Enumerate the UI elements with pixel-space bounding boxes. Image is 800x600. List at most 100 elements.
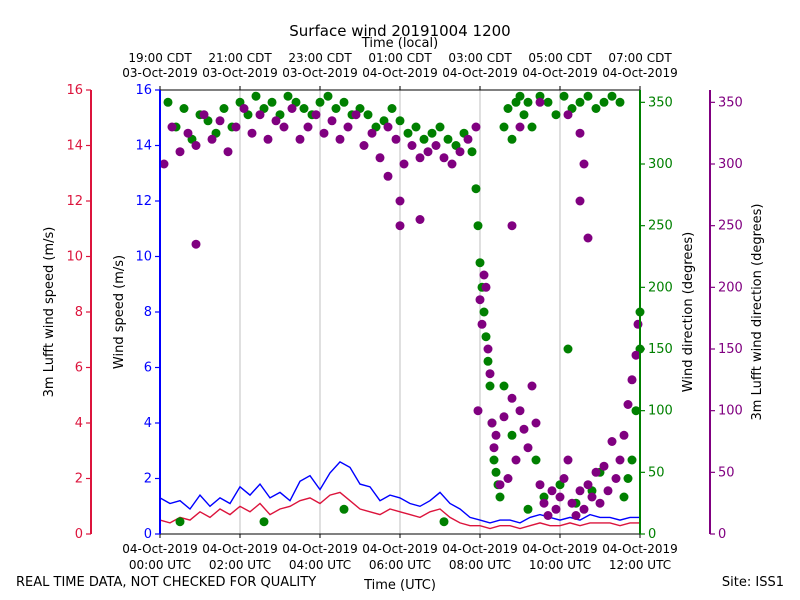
3m-lufft-wind-direction-point-49 (487, 418, 497, 428)
3m-lufft-wind-direction-point-76 (591, 467, 601, 477)
wind-direction-point-86 (563, 344, 573, 354)
3m-lufft-wind-direction-point-32 (399, 159, 409, 169)
lufft-direction-tick-label-7: 350 (718, 95, 743, 110)
wind-direction-point-61 (543, 97, 553, 107)
3m-lufft-wind-direction-point-24 (351, 110, 361, 120)
wind-direction-point-31 (411, 122, 421, 132)
wind-direction-point-56 (515, 91, 525, 101)
3m-lufft-wind-direction-point-88 (515, 122, 525, 132)
3m-lufft-wind-direction-point-48 (485, 369, 495, 379)
wind-direction-tick-label-0: 0 (648, 527, 656, 542)
x-tick-label-local-time-1: 21:00 CDT (208, 51, 272, 65)
3m-lufft-wind-direction-point-87 (633, 319, 643, 329)
3m-lufft-wind-direction-point-25 (359, 141, 369, 150)
wind-speed-tick-label-0: 0 (144, 527, 152, 542)
3m-lufft-wind-direction-point-8 (223, 147, 233, 157)
wind-direction-point-77 (523, 504, 533, 514)
3m-lufft-wind-direction-point-4 (191, 141, 201, 150)
3m-lufft-wind-direction-point-52 (495, 480, 505, 490)
x-tick-label-local-date-3: 04-Oct-2019 (362, 66, 438, 80)
x-axis-utc: 04-Oct-2019 00:00 UTC 04-Oct-2019 02:00 UTC… (122, 534, 678, 572)
wind-speed-tick-label-5: 10 (135, 250, 152, 265)
wind-direction-tick-label-1: 50 (648, 465, 665, 480)
3m-lufft-wind-direction-point-69 (563, 455, 573, 465)
wind-speed-axis: 0 2 4 6 8 10 12 14 16 (135, 83, 161, 542)
wind-direction-point-52 (499, 122, 509, 132)
x-tick-label-utc-date-6: 04-Oct-2019 (602, 542, 678, 556)
3m-lufft-wind-direction-point-19 (311, 110, 321, 120)
wind-direction-point-69 (607, 91, 617, 101)
wind-direction-point-90 (175, 517, 185, 527)
3m-lufft-wind-direction-point-13 (263, 134, 273, 144)
3m-lufft-wind-direction-point-66 (551, 504, 561, 514)
wind-direction-point-19 (315, 97, 325, 107)
wind-direction-point-13 (267, 97, 277, 107)
wind-direction-point-17 (299, 104, 309, 113)
wind-direction-point-58 (523, 97, 533, 107)
wind-direction-point-44 (481, 332, 491, 342)
wind-direction-point-53 (503, 104, 513, 113)
x-tick-label-utc-date-5: 04-Oct-2019 (522, 542, 598, 556)
lufft-direction-tick-label-5: 250 (718, 219, 743, 234)
x-tick-label-utc-date-2: 04-Oct-2019 (282, 542, 358, 556)
3m-lufft-wind-direction-point-43 (475, 295, 485, 305)
wind-direction-tick-label-4: 200 (648, 280, 673, 295)
3m-lufft-wind-direction-point-31 (395, 221, 405, 231)
3m-lufft-wind-direction-point-89 (535, 97, 545, 107)
3m-lufft-wind-direction-point-96 (507, 221, 517, 231)
3m-lufft-wind-direction-point-98 (583, 233, 593, 243)
wind-direction-point-66 (583, 91, 593, 101)
wind-direction-point-15 (283, 91, 293, 101)
wind-direction-point-72 (623, 474, 633, 483)
wind-direction-point-21 (331, 104, 341, 113)
3m-lufft-wind-direction-point-26 (367, 128, 377, 138)
3m-lufft-wind-direction-point-41 (471, 122, 481, 132)
x-axis-label: Time (UTC) (363, 578, 436, 593)
x-tick-label-local-time-4: 03:00 CDT (448, 51, 512, 65)
3m-lufft-wind-direction-point-33 (407, 141, 417, 150)
3m-lufft-wind-direction-point-30 (395, 196, 405, 206)
series-layer (159, 91, 645, 530)
wind-speed-axis-label: Wind speed (m/s) (112, 255, 127, 369)
x-tick-label-local-date-2: 03-Oct-2019 (282, 66, 358, 80)
3m-lufft-wind-direction-point-79 (603, 486, 613, 496)
3m-lufft-wind-direction-point-92 (579, 159, 589, 169)
lufft-direction-tick-label-2: 100 (718, 404, 743, 419)
wind-direction-point-57 (519, 110, 529, 120)
3m-lufft-wind-direction-point-15 (279, 122, 289, 132)
x-tick-label-local-time-2: 23:00 CDT (288, 51, 352, 65)
lufft-direction-tick-label-0: 0 (718, 527, 726, 542)
wind-direction-point-48 (489, 455, 499, 465)
wind-direction-point-29 (395, 116, 405, 126)
wind-direction-point-0 (163, 97, 173, 107)
3m-lufft-wind-direction-point-78 (599, 461, 609, 471)
3m-lufft-wind-direction-point-64 (543, 511, 553, 520)
lufft-speed-tick-label-7: 14 (66, 139, 83, 154)
lufft-direction-tick-label-1: 50 (718, 465, 735, 480)
3m-lufft-wind-direction-point-65 (547, 486, 557, 496)
3m-lufft-wind-direction-point-62 (535, 480, 545, 490)
3m-lufft-wind-direction-point-86 (631, 350, 641, 360)
3m-lufft-wind-direction-point-10 (239, 104, 249, 113)
x-tick-label-local-date-4: 04-Oct-2019 (442, 66, 518, 80)
lufft-speed-axis: 0 2 4 6 8 10 12 14 16 (66, 83, 92, 542)
3m-lufft-wind-direction-point-94 (415, 215, 425, 224)
3m-lufft-wind-direction-point-40 (463, 134, 473, 144)
3m-lufft-wind-direction-point-1 (167, 122, 177, 132)
3m-lufft-wind-direction-point-51 (491, 430, 501, 440)
3m-lufft-wind-direction-point-63 (539, 498, 549, 508)
3m-lufft-wind-direction-point-74 (583, 480, 593, 490)
3m-lufft-wind-direction-point-60 (527, 381, 537, 391)
wind-direction-point-7 (219, 104, 229, 113)
lufft-direction-tick-label-6: 300 (718, 157, 743, 172)
3m-lufft-wind-direction-point-67 (555, 492, 565, 502)
wind-direction-point-40 (473, 221, 483, 231)
wind-direction-tick-label-7: 350 (648, 95, 673, 110)
3m-lufft-wind-direction-point-82 (615, 455, 625, 465)
3m-lufft-wind-direction-point-57 (515, 406, 525, 416)
3m-lufft-wind-direction-point-71 (571, 511, 581, 520)
wind-speed-line (159, 461, 640, 524)
lufft-speed-tick-label-6: 12 (66, 194, 83, 209)
x-tick-label-local-date-6: 04-Oct-2019 (602, 66, 678, 80)
